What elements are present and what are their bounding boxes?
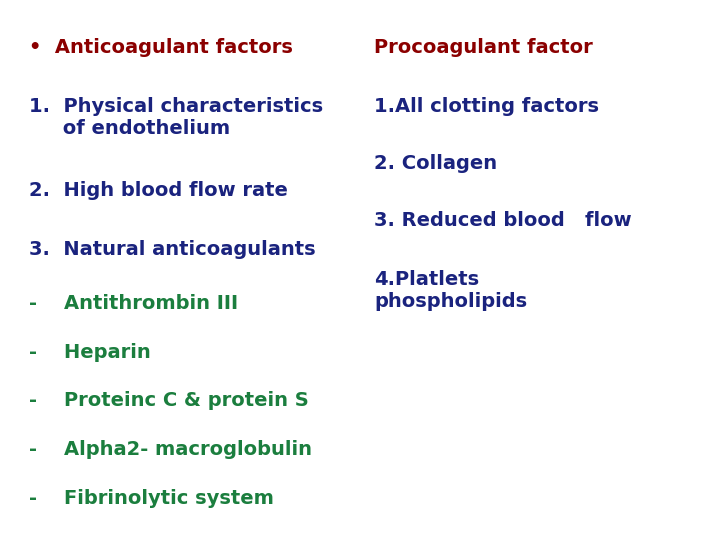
Text: -    Alpha2- macroglobulin: - Alpha2- macroglobulin (29, 440, 312, 459)
Text: -    Heparin: - Heparin (29, 343, 150, 362)
Text: -    Proteinc C & protein S: - Proteinc C & protein S (29, 392, 309, 410)
Text: Procoagulant factor: Procoagulant factor (374, 38, 593, 57)
Text: -    Fibrinolytic system: - Fibrinolytic system (29, 489, 274, 508)
Text: 2.  High blood flow rate: 2. High blood flow rate (29, 181, 288, 200)
Text: 2. Collagen: 2. Collagen (374, 154, 498, 173)
Text: 4.Platlets
phospholipids: 4.Platlets phospholipids (374, 270, 528, 311)
Text: 1.All clotting factors: 1.All clotting factors (374, 97, 600, 116)
Text: 1.  Physical characteristics
     of endothelium: 1. Physical characteristics of endotheli… (29, 97, 323, 138)
Text: 3.  Natural anticoagulants: 3. Natural anticoagulants (29, 240, 315, 259)
Text: 3. Reduced blood   flow: 3. Reduced blood flow (374, 211, 632, 229)
Text: •  Anticoagulant factors: • Anticoagulant factors (29, 38, 292, 57)
Text: -    Antithrombin III: - Antithrombin III (29, 294, 238, 313)
